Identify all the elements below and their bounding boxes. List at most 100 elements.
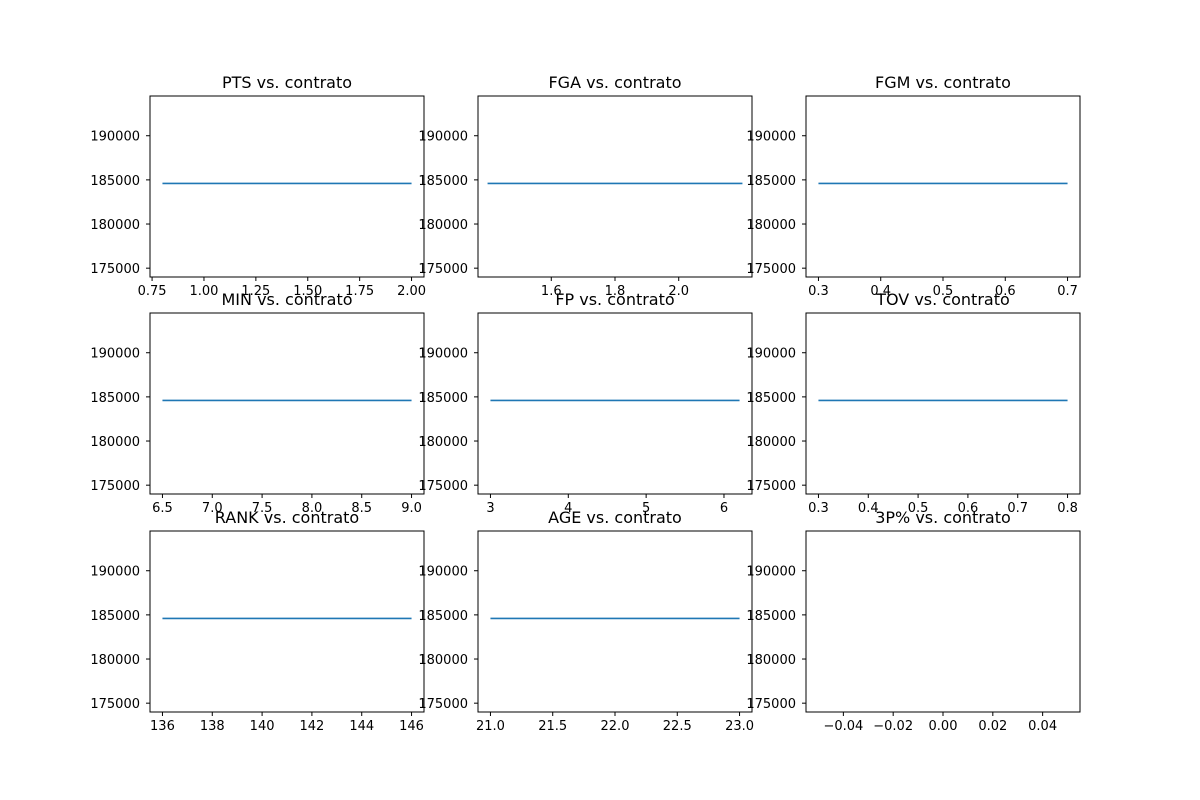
subplot: AGE vs. contrato 21.0 21.5 22.0 22.5 23.0 1750… — [418, 508, 754, 734]
x-tick-label: 0.02 — [978, 719, 1007, 734]
y-tick-label: 185000 — [418, 174, 468, 189]
x-tick-label: 21.5 — [538, 719, 567, 734]
x-tick-label: 1.00 — [189, 284, 218, 299]
y-tick-label: 185000 — [90, 391, 140, 406]
y-tick-label: 175000 — [90, 262, 140, 277]
y-tick-label: 185000 — [746, 391, 796, 406]
x-tick-label: 1.75 — [345, 284, 374, 299]
y-tick-label: 190000 — [418, 130, 468, 145]
y-tick-label: 190000 — [90, 130, 140, 145]
x-tick-label: −0.02 — [873, 719, 913, 734]
axes-frame — [805, 530, 1081, 713]
y-tick-label: 175000 — [418, 262, 468, 277]
y-tick-label: 180000 — [90, 435, 140, 450]
x-tick-label: 0.5 — [908, 501, 929, 516]
y-tick-label: 185000 — [90, 174, 140, 189]
y-tick-label: 180000 — [90, 653, 140, 668]
axes-frame — [477, 530, 753, 713]
x-tick-label: 146 — [399, 719, 424, 734]
subplot-title: AGE vs. contrato — [548, 508, 682, 527]
subplot-title: FGM vs. contrato — [875, 73, 1011, 92]
y-tick-label: 180000 — [746, 435, 796, 450]
x-tick-label: 1.25 — [241, 284, 270, 299]
axes-frame — [149, 95, 425, 278]
y-tick-label: 190000 — [746, 565, 796, 580]
y-tick-label: 175000 — [90, 479, 140, 494]
x-tick-label: 0.5 — [933, 284, 954, 299]
y-tick-label: 185000 — [746, 174, 796, 189]
subplot-title: PTS vs. contrato — [222, 73, 352, 92]
x-tick-label: 0.3 — [808, 284, 829, 299]
y-tick-label: 185000 — [418, 609, 468, 624]
subplot: FGM vs. contrato 0.3 0.4 0.5 0.6 0.7 175000 180… — [746, 73, 1081, 299]
y-tick-label: 190000 — [746, 130, 796, 145]
y-tick-label: 180000 — [418, 653, 468, 668]
subplot: 3P% vs. contrato −0.04 −0.02 0.00 0.02 0.04 17… — [746, 508, 1081, 734]
y-tick-label: 180000 — [90, 218, 140, 233]
x-tick-label: 23.0 — [725, 719, 754, 734]
y-tick-label: 185000 — [746, 609, 796, 624]
x-tick-label: 2.00 — [397, 284, 426, 299]
y-tick-label: 190000 — [90, 565, 140, 580]
subplot: RANK vs. contrato 136 138 140 142 144 146 17500… — [90, 508, 425, 734]
y-tick-label: 190000 — [746, 347, 796, 362]
x-tick-label: 0.04 — [1028, 719, 1057, 734]
axes-frame — [805, 95, 1081, 278]
y-tick-label: 180000 — [746, 218, 796, 233]
x-tick-label: 8.5 — [351, 501, 372, 516]
x-tick-label: 0.7 — [1057, 284, 1078, 299]
x-tick-label: 0.4 — [870, 284, 891, 299]
x-tick-label: 2.0 — [668, 284, 689, 299]
x-tick-label: 138 — [200, 719, 225, 734]
x-tick-label: 136 — [150, 719, 175, 734]
x-tick-label: 4 — [564, 501, 572, 516]
x-tick-label: 3 — [486, 501, 494, 516]
x-tick-label: 142 — [299, 719, 324, 734]
subplot-title: MIN vs. contrato — [222, 290, 353, 309]
x-tick-label: 6.5 — [152, 501, 173, 516]
subplot-title: TOV vs. contrato — [875, 290, 1010, 309]
y-tick-label: 185000 — [90, 609, 140, 624]
x-tick-label: 1.8 — [605, 284, 626, 299]
x-tick-label: 0.3 — [808, 501, 829, 516]
axes-frame — [477, 312, 753, 495]
subplot-title: FP vs. contrato — [555, 290, 674, 309]
y-tick-label: 185000 — [418, 391, 468, 406]
y-tick-label: 180000 — [746, 653, 796, 668]
y-tick-label: 190000 — [418, 565, 468, 580]
y-tick-label: 190000 — [90, 347, 140, 362]
x-tick-label: 144 — [349, 719, 374, 734]
x-tick-label: 22.0 — [601, 719, 630, 734]
x-tick-label: 7.0 — [202, 501, 223, 516]
subplot-title: RANK vs. contrato — [215, 508, 359, 527]
y-tick-label: 190000 — [418, 347, 468, 362]
x-tick-label: −0.04 — [823, 719, 863, 734]
subplot-title: 3P% vs. contrato — [875, 508, 1011, 527]
x-tick-label: 0.00 — [929, 719, 958, 734]
subplot: FGA vs. contrato 1.6 1.8 2.0 175000 180000 185… — [418, 73, 753, 299]
x-tick-label: 0.75 — [138, 284, 167, 299]
y-tick-label: 180000 — [418, 218, 468, 233]
axes-frame — [149, 312, 425, 495]
x-tick-label: 0.6 — [958, 501, 979, 516]
y-tick-label: 175000 — [746, 262, 796, 277]
x-tick-label: 0.6 — [995, 284, 1016, 299]
x-tick-label: 0.8 — [1057, 501, 1078, 516]
x-tick-label: 9.0 — [401, 501, 422, 516]
subplot-title: FGA vs. contrato — [548, 73, 681, 92]
y-tick-label: 175000 — [418, 479, 468, 494]
x-tick-label: 21.0 — [476, 719, 505, 734]
x-tick-label: 1.6 — [541, 284, 562, 299]
axes-frame — [149, 530, 425, 713]
x-tick-label: 8.0 — [302, 501, 323, 516]
subplot: TOV vs. contrato 0.3 0.4 0.5 0.6 0.7 0.8 175000… — [746, 290, 1081, 516]
x-tick-label: 0.4 — [858, 501, 879, 516]
y-tick-label: 175000 — [418, 697, 468, 712]
x-tick-label: 0.7 — [1007, 501, 1028, 516]
x-tick-label: 5 — [642, 501, 650, 516]
y-tick-label: 175000 — [90, 697, 140, 712]
x-tick-label: 140 — [250, 719, 275, 734]
y-tick-label: 175000 — [746, 479, 796, 494]
x-tick-label: 1.50 — [293, 284, 322, 299]
